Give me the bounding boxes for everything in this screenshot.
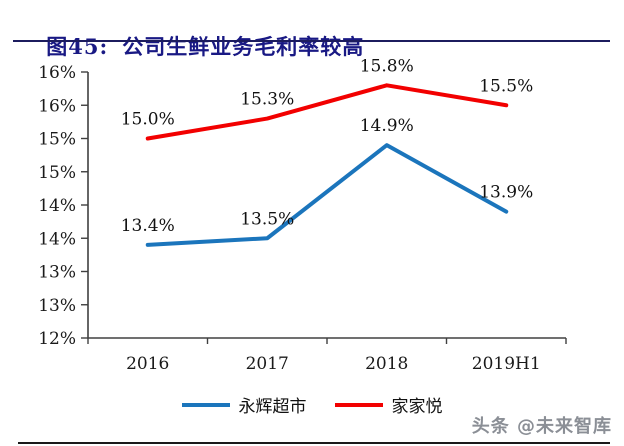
y-axis-tick-label: 14% bbox=[38, 229, 76, 249]
y-axis-tick-label: 15% bbox=[38, 163, 76, 183]
x-axis-category-label: 2016 bbox=[126, 354, 169, 374]
figure-title-text: 公司生鲜业务毛利率较高 bbox=[122, 34, 365, 59]
x-axis-category-label: 2019H1 bbox=[472, 354, 541, 374]
y-axis-tick-label: 13% bbox=[38, 263, 76, 283]
data-point-label: 13.5% bbox=[240, 209, 294, 229]
y-axis-tick-label: 15% bbox=[38, 130, 76, 150]
data-point-label: 13.4% bbox=[121, 216, 175, 236]
series-line-0 bbox=[145, 143, 509, 247]
chart-legend: 永辉超市 家家悦 bbox=[0, 392, 624, 417]
y-axis-tick-label: 14% bbox=[38, 196, 76, 216]
y-axis-tick-label: 12% bbox=[38, 329, 76, 349]
watermark-text: 头条 @未来智库 bbox=[471, 416, 612, 437]
legend-item-jiajiayue: 家家悦 bbox=[334, 392, 443, 417]
page-title: 图45: 公司生鲜业务毛利率较高 bbox=[13, 6, 364, 86]
data-point-label: 15.8% bbox=[360, 56, 414, 76]
legend-swatch-blue bbox=[181, 402, 230, 407]
x-axis-category-label: 2018 bbox=[365, 354, 408, 374]
bottom-divider bbox=[18, 442, 610, 444]
y-axis-tick-label: 16% bbox=[38, 96, 76, 116]
figure-number: 图45: bbox=[46, 34, 109, 59]
data-point-label: 14.9% bbox=[360, 116, 414, 136]
legend-label-jiajiayue: 家家悦 bbox=[391, 397, 443, 417]
title-underline bbox=[13, 40, 610, 42]
legend-item-yonghui: 永辉超市 bbox=[181, 392, 307, 417]
x-axis-category-label: 2017 bbox=[246, 354, 289, 374]
data-point-label: 15.0% bbox=[121, 110, 175, 130]
data-point-label: 15.5% bbox=[479, 76, 533, 96]
data-point-label: 15.3% bbox=[240, 90, 294, 110]
series-line-1 bbox=[145, 83, 509, 141]
legend-swatch-red bbox=[334, 402, 383, 407]
y-axis-tick-label: 13% bbox=[38, 296, 76, 316]
legend-label-yonghui: 永辉超市 bbox=[238, 397, 307, 417]
y-axis-tick-label: 16% bbox=[38, 63, 76, 83]
data-point-label: 13.9% bbox=[479, 183, 533, 203]
